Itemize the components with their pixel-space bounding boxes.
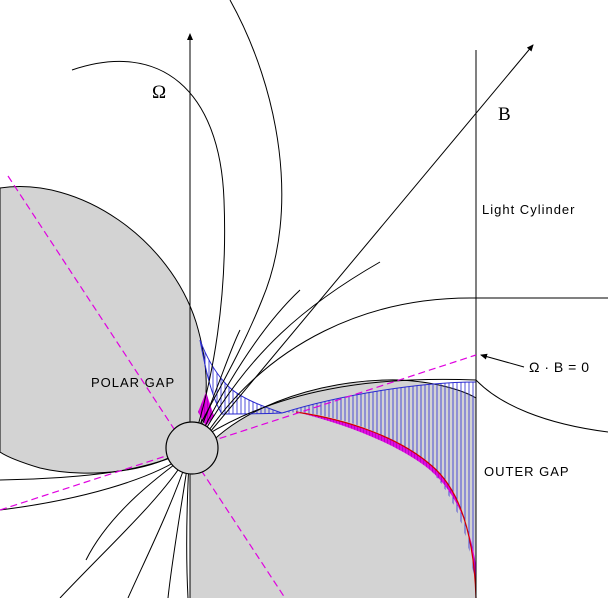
polar-gap-label: POLAR GAP — [91, 375, 175, 390]
outer-gap-outline — [281, 381, 477, 414]
outer-gap-hatched-region — [282, 382, 476, 598]
omega-label: Ω — [152, 82, 166, 103]
null-surface-label: Ω · B = 0 — [529, 359, 590, 375]
magnetic-axis-dashed-line — [7, 175, 286, 598]
polar-gap-hatched-region — [199, 339, 283, 415]
outer-gap-label: OUTER GAP — [484, 464, 570, 479]
magnetic-axis-arrow — [204, 44, 534, 439]
light-cylinder-label: Light Cylinder — [482, 202, 576, 217]
b-field-label: B — [498, 104, 511, 125]
outer-gap-red-edge — [295, 411, 477, 598]
null-surface-dashed-line — [0, 354, 477, 511]
null-surface-pointer — [480, 353, 525, 368]
neutron-star — [165, 421, 219, 475]
